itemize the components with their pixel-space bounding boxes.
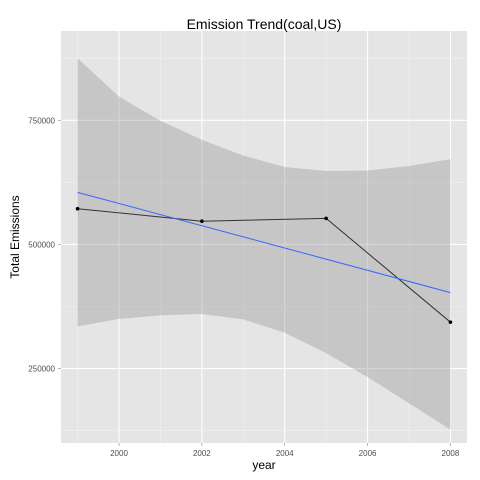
ticks-layer: 2000 2002 2004 2006 2008 250000 500000 750000 bbox=[28, 116, 460, 458]
x-tick-label: 2000 bbox=[110, 449, 128, 458]
plot-panel bbox=[61, 31, 467, 443]
series-layer bbox=[75, 191, 453, 324]
x-tick-label: 2008 bbox=[442, 449, 460, 458]
y-tick-label: 500000 bbox=[28, 240, 55, 249]
x-axis-title: year bbox=[252, 458, 275, 472]
data-point bbox=[75, 206, 80, 211]
y-axis-title: Total Emissions bbox=[8, 195, 22, 278]
x-tick-label: 2004 bbox=[276, 449, 294, 458]
x-tick-label: 2002 bbox=[193, 449, 211, 458]
fit-line bbox=[77, 191, 451, 294]
confidence-band bbox=[77, 58, 451, 430]
data-point bbox=[448, 320, 453, 324]
y-tick-label: 750000 bbox=[28, 116, 55, 125]
major-gridlines bbox=[61, 31, 467, 443]
confidence-band-layer bbox=[77, 58, 451, 430]
series-line bbox=[77, 208, 451, 323]
data-point bbox=[324, 216, 328, 221]
y-tick-label: 250000 bbox=[28, 365, 55, 374]
x-tick-label: 2006 bbox=[359, 449, 377, 458]
data-point bbox=[200, 219, 204, 224]
chart-title: Emission Trend(coal,US) bbox=[187, 16, 342, 32]
